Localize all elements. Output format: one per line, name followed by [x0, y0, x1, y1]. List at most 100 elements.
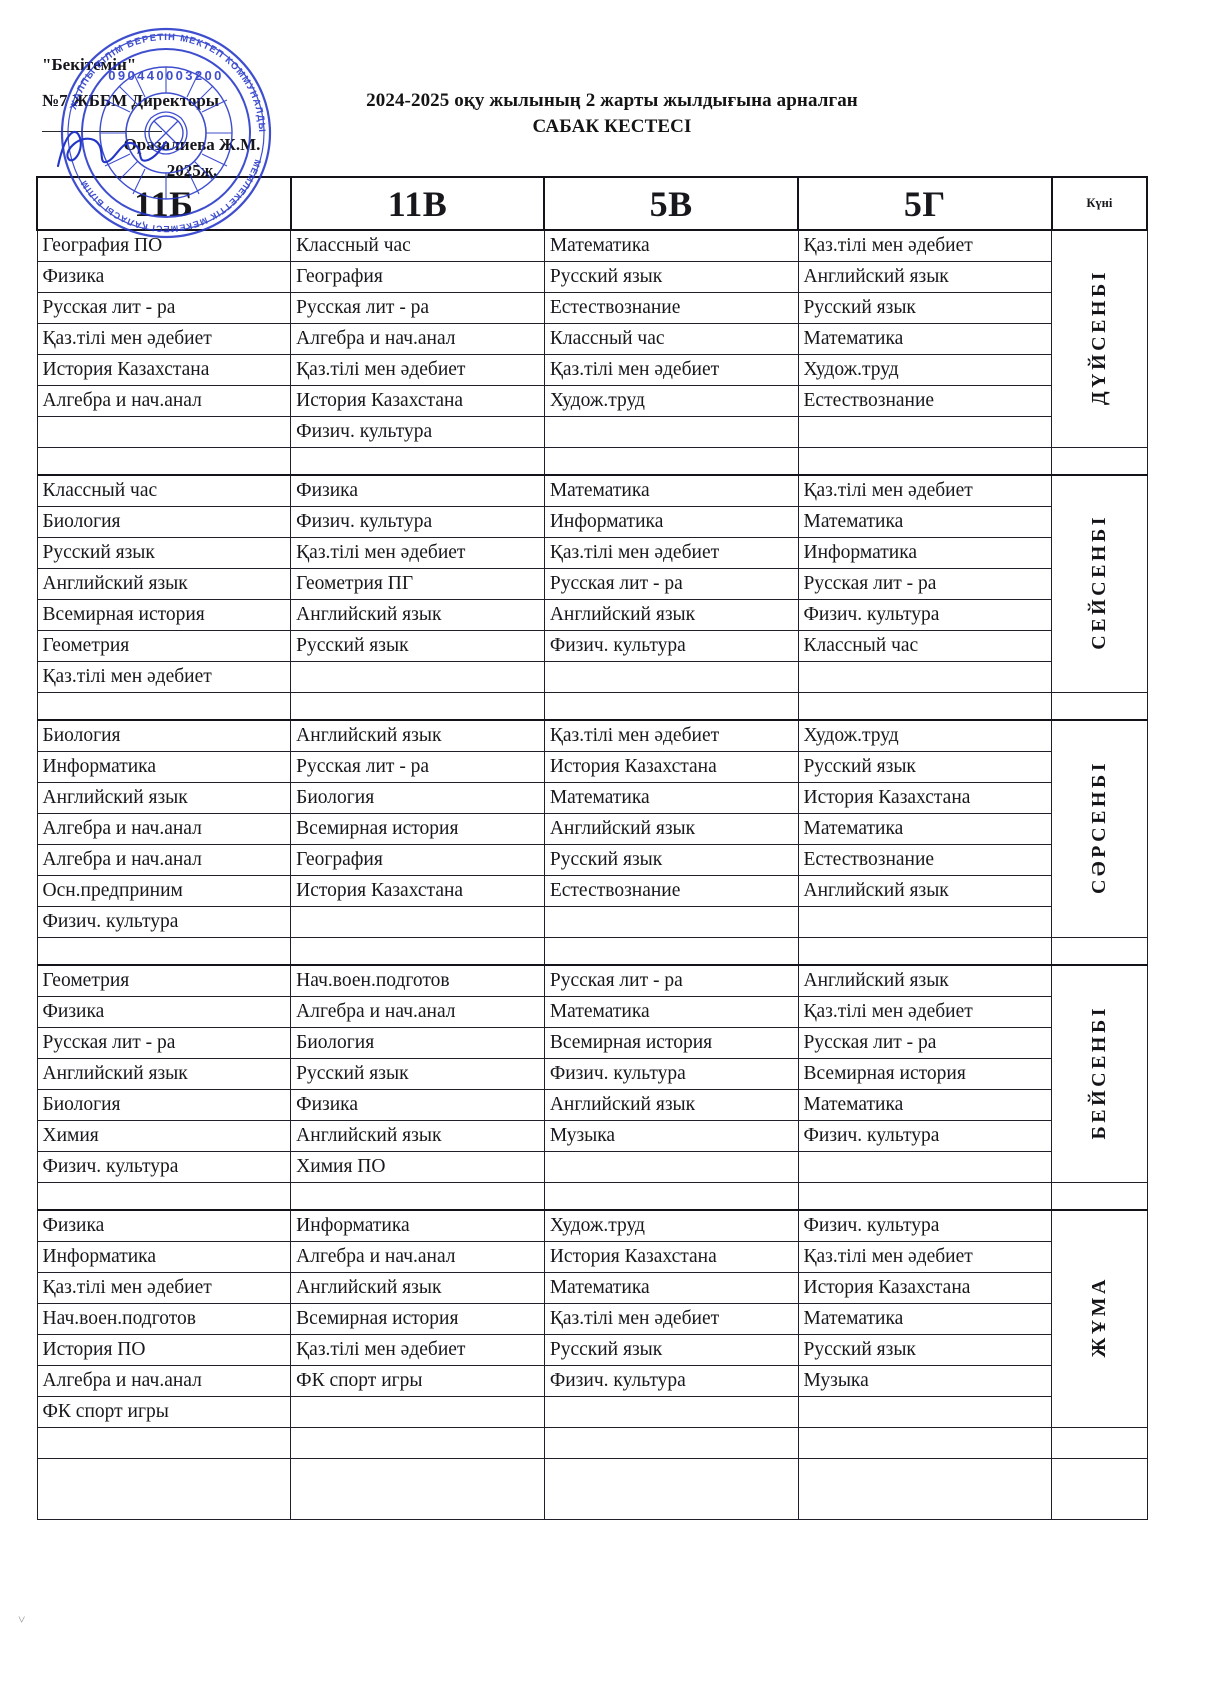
day-label-cell: ЖҰМА	[1051, 1209, 1148, 1428]
signature-line	[42, 117, 162, 132]
empty-row	[36, 1427, 1148, 1459]
lesson-cell: Естествознание	[543, 875, 799, 907]
lesson-cell: Геометрия	[36, 630, 292, 662]
lesson-cell: Қаз.тілі мен әдебиет	[543, 1303, 799, 1335]
lesson-cell: Физич. культура	[543, 1365, 799, 1397]
empty-cell	[797, 1427, 1053, 1459]
spacer-cell	[36, 937, 292, 966]
class-header-1: 11В	[289, 176, 546, 231]
table-row: Алгебра и нач.анал Всемирная история Англи…	[36, 813, 1147, 845]
day-label: СӘРСЕНБІ	[1088, 759, 1111, 894]
spacer-cell	[543, 1182, 799, 1211]
lesson-cell: Физика	[36, 996, 292, 1028]
spacer-cell	[543, 692, 799, 721]
empty-cell	[36, 1458, 292, 1520]
lesson-cell: ФК спорт игры	[290, 1365, 545, 1397]
day-label-cell: СӘРСЕНБІ	[1051, 719, 1148, 938]
lesson-cell: Нач.воен.подготов	[290, 964, 545, 997]
lesson-cell: Худож.труд	[543, 1209, 799, 1242]
table-row: Геометрия Русский язык Физич. культура Клас…	[36, 630, 1147, 662]
lesson-cell: Естествознание	[543, 292, 799, 324]
table-row: Химия Английский язык Музыка Физич. культур…	[36, 1120, 1147, 1152]
lesson-cell: Английский язык	[543, 813, 799, 845]
empty-cell	[543, 1427, 799, 1459]
lesson-cell: География ПО	[36, 229, 292, 262]
empty-cell	[797, 1458, 1053, 1520]
lesson-cell: Химия	[36, 1120, 292, 1152]
lesson-cell: Алгебра и нач.анал	[36, 1365, 292, 1397]
lesson-cell	[290, 661, 545, 693]
lesson-cell	[543, 906, 799, 938]
table-row: Английский язык Геометрия ПГ Русская лит -…	[36, 568, 1147, 600]
lesson-cell: Классный час	[797, 630, 1053, 662]
lesson-cell: Қаз.тілі мен әдебиет	[36, 661, 292, 693]
lesson-cell	[290, 906, 545, 938]
table-row: Английский язык Русский язык Физич. культу…	[36, 1058, 1147, 1090]
day-label: ДҮЙСЕНБІ	[1088, 268, 1111, 405]
lesson-cell: Қаз.тілі мен әдебиет	[290, 537, 545, 569]
table-row: Физика Алгебра и нач.анал Математика Қаз.ті…	[36, 996, 1147, 1028]
page-artifact: ˅	[18, 1612, 26, 1627]
table-row: Классный час Физика Математика Қаз.тілі мен…	[36, 474, 1148, 693]
lesson-cell: Всемирная история	[543, 1027, 799, 1059]
lesson-cell: Физич. культура	[797, 1209, 1053, 1242]
lesson-cell: Математика	[543, 229, 799, 262]
spacer-cell	[290, 692, 545, 721]
lesson-cell: История Казахстана	[290, 875, 545, 907]
lesson-cell: Классный час	[543, 323, 799, 355]
day-label: СЕЙСЕНБІ	[1088, 513, 1111, 650]
lesson-cell: Худож.труд	[797, 719, 1053, 752]
lesson-cell: Русский язык	[36, 537, 292, 569]
day-label: ЖҰМА	[1088, 1275, 1111, 1358]
spacer-cell	[797, 447, 1053, 476]
lesson-cell: Биология	[36, 506, 292, 538]
lesson-cell	[797, 416, 1053, 448]
lesson-cell: Математика	[543, 474, 799, 507]
lesson-cell: Физика	[36, 261, 292, 293]
table-row: Английский язык Биология Математика История…	[36, 782, 1147, 814]
spacer-day-cell	[1051, 937, 1148, 965]
lesson-cell: Физич. культура	[290, 416, 545, 448]
table-row: История ПО Қаз.тілі мен әдебиет Русский яз…	[36, 1334, 1147, 1366]
lesson-cell: Физика	[290, 474, 545, 507]
lesson-cell: Математика	[797, 1089, 1053, 1121]
empty-cell	[290, 1427, 545, 1459]
approval-label: "Бекітемін"	[42, 55, 137, 74]
lesson-cell: Биология	[290, 782, 545, 814]
lesson-cell: Русская лит - ра	[543, 964, 799, 997]
table-row: Қаз.тілі мен әдебиет Английский язык Матем…	[36, 1272, 1147, 1304]
lesson-cell: Музыка	[543, 1120, 799, 1152]
table-row: Алгебра и нач.анал История Казахстана Худо…	[36, 385, 1147, 417]
lesson-cell: Геометрия ПГ	[290, 568, 545, 600]
lesson-cell	[290, 1396, 545, 1428]
lesson-cell: Английский язык	[36, 568, 292, 600]
lesson-cell: Қаз.тілі мен әдебиет	[290, 1334, 545, 1366]
lesson-cell: Английский язык	[543, 599, 799, 631]
lesson-cell	[797, 1151, 1053, 1183]
empty-cell	[36, 1427, 292, 1459]
lesson-cell: Всемирная история	[36, 599, 292, 631]
lesson-cell: Английский язык	[290, 1120, 545, 1152]
lesson-cell: Физич. культура	[36, 906, 292, 938]
table-row: Информатика Алгебра и нач.анал История Каз…	[36, 1241, 1147, 1273]
lesson-cell: Английский язык	[290, 599, 545, 631]
lesson-cell: Худож.труд	[797, 354, 1053, 386]
lesson-cell: Алгебра и нач.анал	[290, 1241, 545, 1273]
table-row: Қаз.тілі мен әдебиет	[36, 661, 1147, 693]
table-row: Русская лит - ра Русская лит - ра Естество…	[36, 292, 1147, 324]
lesson-cell: Естествознание	[797, 844, 1053, 876]
table-row: История Казахстана Қаз.тілі мен әдебиет Қа…	[36, 354, 1147, 386]
spacer-day-cell	[1051, 447, 1148, 475]
lesson-cell: Биология	[36, 719, 292, 752]
lesson-cell: Қаз.тілі мен әдебиет	[797, 474, 1053, 507]
lesson-cell: Классный час	[290, 229, 545, 262]
lesson-cell: Математика	[797, 506, 1053, 538]
lesson-cell: Қаз.тілі мен әдебиет	[797, 1241, 1053, 1273]
lesson-cell: Қаз.тілі мен әдебиет	[36, 323, 292, 355]
lesson-cell: Музыка	[797, 1365, 1053, 1397]
table-row: Биология Английский язык Қаз.тілі мен әдеб…	[36, 719, 1148, 938]
lesson-cell: Физика	[290, 1089, 545, 1121]
table-row: Русская лит - ра Биология Всемирная истори…	[36, 1027, 1147, 1059]
empty-row	[36, 1458, 1148, 1520]
spacer-cell	[797, 692, 1053, 721]
